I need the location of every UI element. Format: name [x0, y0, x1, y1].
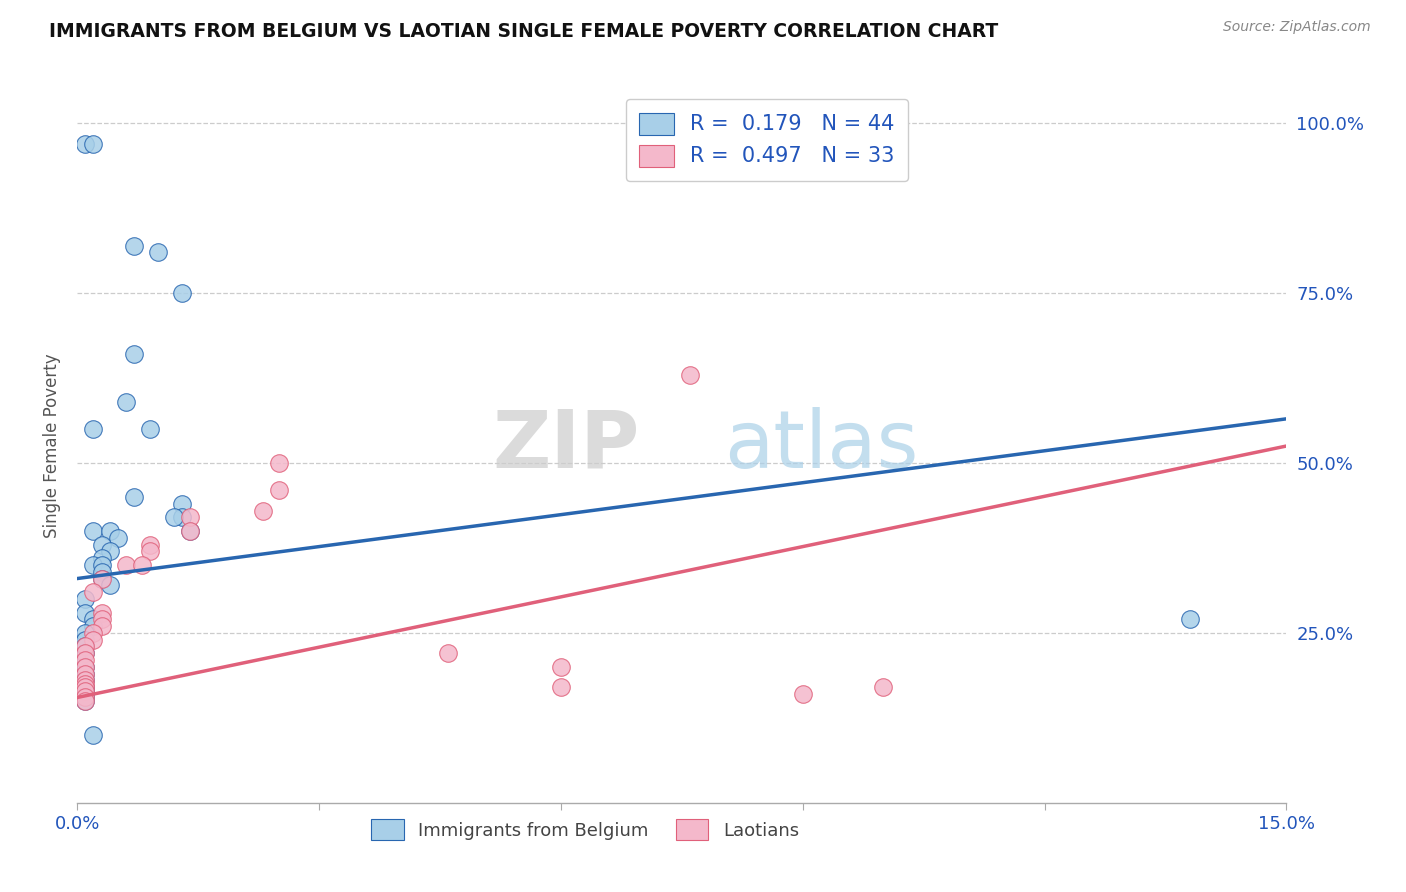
Point: [139, 537, 162, 551]
Point: [122, 347, 145, 361]
Point: [98, 578, 121, 592]
Point: [75, 683, 97, 698]
Point: [114, 558, 136, 572]
Legend: Immigrants from Belgium, Laotians: Immigrants from Belgium, Laotians: [364, 812, 806, 847]
Point: [75, 626, 97, 640]
Point: [82, 524, 104, 538]
Point: [90, 537, 112, 551]
Point: [90, 612, 112, 626]
Point: [172, 510, 194, 524]
Point: [90, 572, 112, 586]
Point: [139, 422, 162, 436]
Point: [90, 551, 112, 566]
Point: [75, 680, 97, 694]
Point: [146, 245, 169, 260]
Point: [75, 677, 97, 691]
Text: ZIP: ZIP: [492, 407, 640, 485]
Point: [163, 510, 186, 524]
Point: [75, 680, 97, 694]
Point: [98, 544, 121, 558]
Point: [90, 619, 112, 633]
Point: [75, 640, 97, 654]
Point: [75, 666, 97, 681]
Text: Source: ZipAtlas.com: Source: ZipAtlas.com: [1223, 20, 1371, 34]
Point: [75, 660, 97, 674]
Point: [98, 524, 121, 538]
Point: [75, 591, 97, 606]
Point: [75, 694, 97, 708]
Point: [437, 646, 460, 660]
Point: [82, 619, 104, 633]
Point: [75, 666, 97, 681]
Text: atlas: atlas: [724, 407, 918, 485]
Point: [107, 531, 129, 545]
Point: [82, 728, 104, 742]
Point: [75, 694, 97, 708]
Point: [179, 524, 201, 538]
Y-axis label: Single Female Poverty: Single Female Poverty: [42, 354, 60, 538]
Point: [75, 687, 97, 701]
Point: [75, 136, 97, 151]
Point: [179, 510, 201, 524]
Point: [82, 558, 104, 572]
Point: [75, 646, 97, 660]
Point: [872, 680, 894, 694]
Point: [82, 626, 104, 640]
Point: [75, 653, 97, 667]
Point: [550, 660, 572, 674]
Point: [139, 544, 162, 558]
Point: [267, 456, 290, 470]
Text: IMMIGRANTS FROM BELGIUM VS LAOTIAN SINGLE FEMALE POVERTY CORRELATION CHART: IMMIGRANTS FROM BELGIUM VS LAOTIAN SINGL…: [49, 22, 998, 41]
Point: [75, 646, 97, 660]
Point: [82, 422, 104, 436]
Point: [75, 690, 97, 705]
Point: [792, 687, 814, 701]
Point: [90, 565, 112, 579]
Point: [172, 286, 194, 301]
Point: [75, 690, 97, 705]
Point: [122, 490, 145, 504]
Point: [122, 238, 145, 252]
Point: [172, 497, 194, 511]
Point: [679, 368, 702, 382]
Point: [75, 640, 97, 654]
Point: [82, 136, 104, 151]
Point: [179, 524, 201, 538]
Point: [267, 483, 290, 498]
Point: [75, 660, 97, 674]
Point: [75, 673, 97, 688]
Point: [90, 606, 112, 620]
Point: [252, 503, 274, 517]
Point: [131, 558, 153, 572]
Point: [550, 680, 572, 694]
Point: [82, 632, 104, 647]
Point: [75, 683, 97, 698]
Point: [82, 585, 104, 599]
Point: [75, 606, 97, 620]
Point: [75, 673, 97, 688]
Point: [90, 558, 112, 572]
Point: [75, 632, 97, 647]
Point: [90, 572, 112, 586]
Point: [82, 612, 104, 626]
Point: [114, 394, 136, 409]
Point: [66, 653, 89, 667]
Point: [1178, 612, 1201, 626]
